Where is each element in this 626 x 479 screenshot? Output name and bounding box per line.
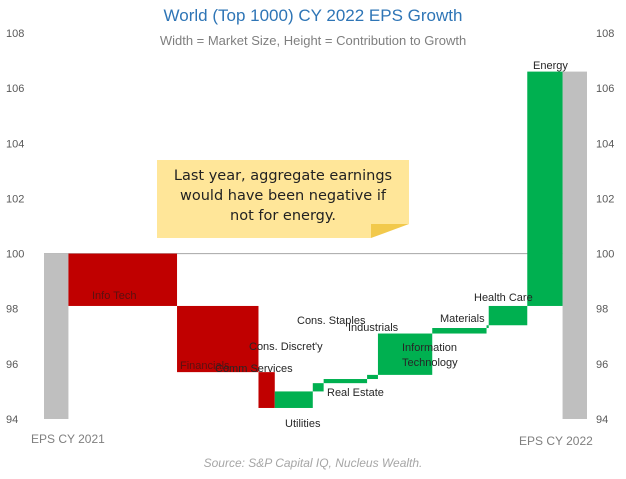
label-real-estate: Real Estate [327,387,384,399]
bar-eps-2022 [562,71,587,419]
source-note: Source: S&P Capital IQ, Nucleus Wealth. [203,456,423,470]
label-energy: Energy [533,60,568,72]
y-tick-label-left: 108 [6,28,24,40]
y-tick-label-right: 94 [596,414,608,426]
note-fold [371,224,409,238]
y-tick-label-right: 108 [596,28,614,40]
y-tick-label-left: 94 [6,414,18,426]
bar-industrials [377,333,433,375]
label-cons-staples: Cons. Staples [297,315,366,327]
chart-subtitle: Width = Market Size, Height = Contributi… [159,33,467,48]
chart-title: World (Top 1000) CY 2022 EPS Growth [163,6,463,25]
x-label-eps-2022: EPS CY 2022 [519,434,593,448]
bar-comm-services [258,372,275,408]
y-tick-label-left: 102 [6,193,24,205]
annotation-text: Last year, aggregate earnings would have… [173,168,393,224]
y-tick-label-right: 106 [596,83,614,95]
label-info-tech: Info Tech [92,290,136,302]
label-comm-services: Comm Services [215,363,293,375]
y-tick-label-left: 106 [6,83,24,95]
y-tick-label-left: 100 [6,249,24,261]
bar-real-estate [323,379,368,384]
label-materials: Materials [440,313,485,325]
label-information-technology: Information Technology [402,342,458,369]
bar-information-technology [432,328,487,334]
y-tick-label-right: 96 [596,359,608,371]
label-cons-discret-y: Cons. Discret'y [249,341,323,353]
y-tick-label-left: 104 [6,138,24,150]
y-tick-label-left: 96 [6,359,18,371]
y-tick-label-right: 100 [596,249,614,261]
label-industrials: Industrials [348,322,399,334]
bar-cons-staples [367,374,378,380]
bar-cons-discret-y [312,383,324,392]
label-financials: Financials [180,360,230,372]
bar-financials [177,305,259,373]
bar-energy [527,71,563,306]
annotation-note: Last year, aggregate earnings would have… [157,160,409,238]
y-tick-label-right: 104 [596,138,614,150]
y-tick-label-left: 98 [6,304,18,316]
bar-utilities [274,391,313,408]
bar-materials [486,325,489,329]
bar-eps-2021 [44,253,69,419]
y-tick-label-right: 102 [596,193,614,205]
x-label-eps-2021: EPS CY 2021 [31,432,105,446]
y-tick-label-right: 98 [596,304,608,316]
label-utilities: Utilities [285,418,321,430]
bar-info-tech [68,253,178,306]
label-health-care: Health Care [474,292,533,304]
bar-health-care [488,305,528,326]
